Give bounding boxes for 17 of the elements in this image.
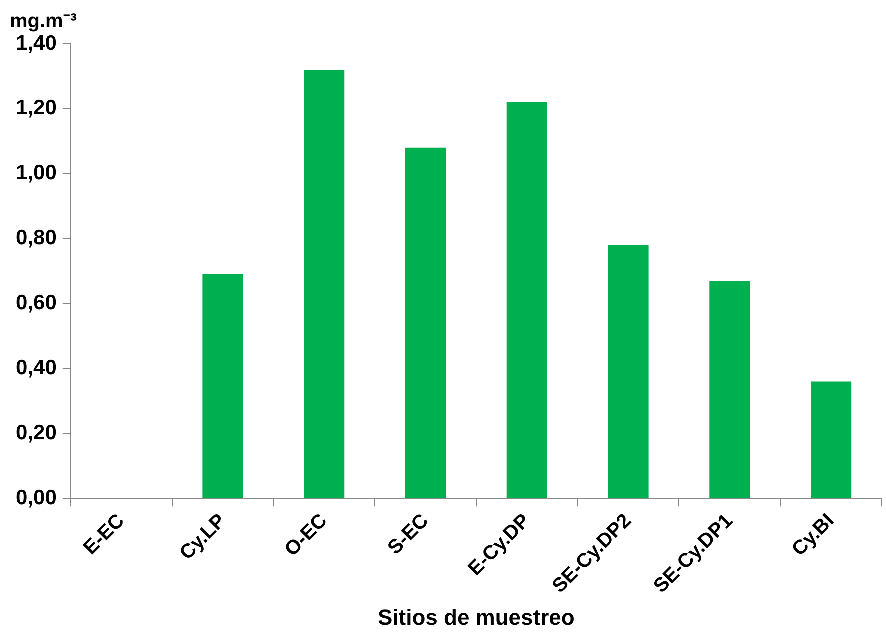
y-tick-label: 0,20: [16, 421, 57, 444]
y-tick-label: 0,80: [16, 226, 57, 250]
bar: [506, 102, 548, 498]
y-axis-title: mg.m⁻³: [10, 10, 78, 33]
y-tick-label: 0,40: [16, 356, 57, 380]
bar: [304, 70, 345, 498]
y-tick-label: 1,00: [16, 162, 57, 185]
bar: [811, 382, 852, 498]
y-tick-label: 0,60: [16, 292, 57, 315]
x-axis-title: Sitios de muestreo: [378, 604, 575, 630]
bar: [405, 148, 446, 498]
y-tick-label: 1,20: [16, 96, 57, 120]
bar: [202, 274, 244, 498]
bar: [608, 245, 649, 498]
bar: [710, 281, 750, 498]
y-tick-label: 1,40: [16, 32, 57, 55]
y-tick-label: 0,00: [16, 486, 57, 510]
